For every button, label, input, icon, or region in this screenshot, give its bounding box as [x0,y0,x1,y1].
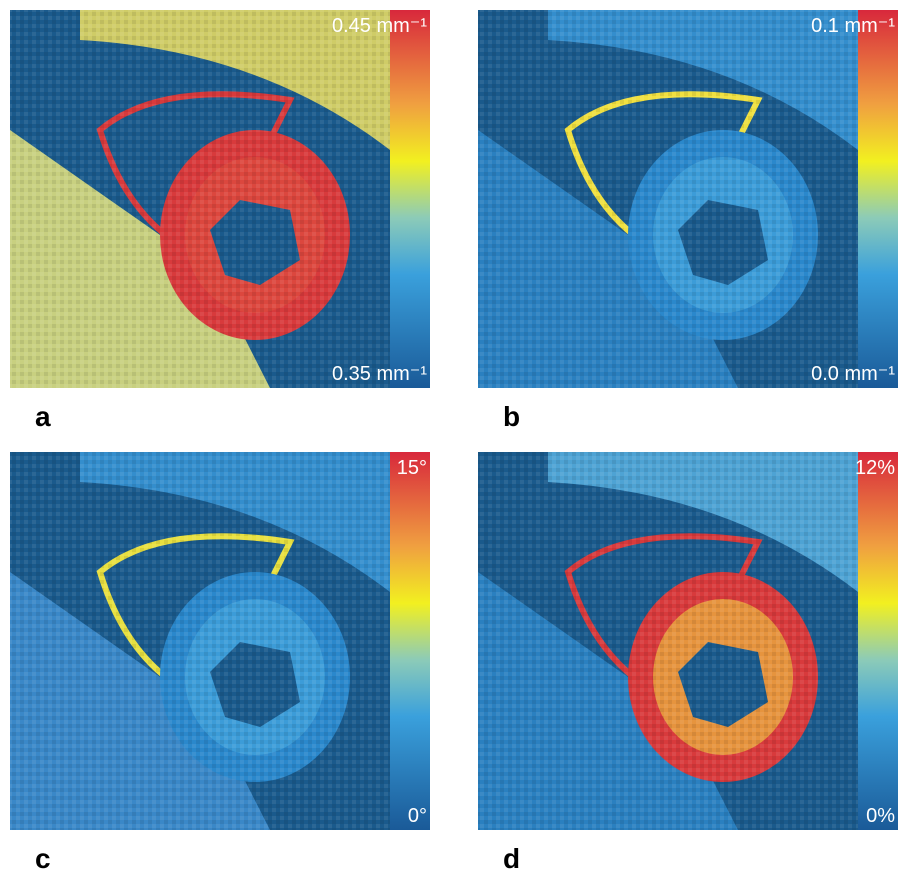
panel-label: a [35,401,51,432]
panel: 12% 0% d [478,452,898,871]
colorbar [858,10,898,388]
scale-min-label: 0% [866,805,895,827]
panel-label: b [503,401,520,432]
panel: 0.45 mm⁻¹ 0.35 mm⁻¹ a [10,10,430,432]
scale-min-label: 0.0 mm⁻¹ [811,363,895,385]
colorbar [858,452,898,830]
colorbar [390,10,430,388]
scale-max-label: 12% [855,457,895,479]
scale-min-label: 0° [408,805,427,827]
texture [478,10,898,388]
texture [478,452,898,830]
texture [10,10,430,388]
scale-max-label: 15° [397,457,427,479]
scale-max-label: 0.45 mm⁻¹ [332,15,427,37]
panel-label: c [35,843,51,871]
texture [10,452,430,830]
panel: 15° 0° c [10,452,430,871]
colorbar [390,452,430,830]
scale-max-label: 0.1 mm⁻¹ [811,15,895,37]
panel: 0.1 mm⁻¹ 0.0 mm⁻¹ b [478,10,898,432]
scale-min-label: 0.35 mm⁻¹ [332,363,427,385]
panel-label: d [503,843,520,871]
